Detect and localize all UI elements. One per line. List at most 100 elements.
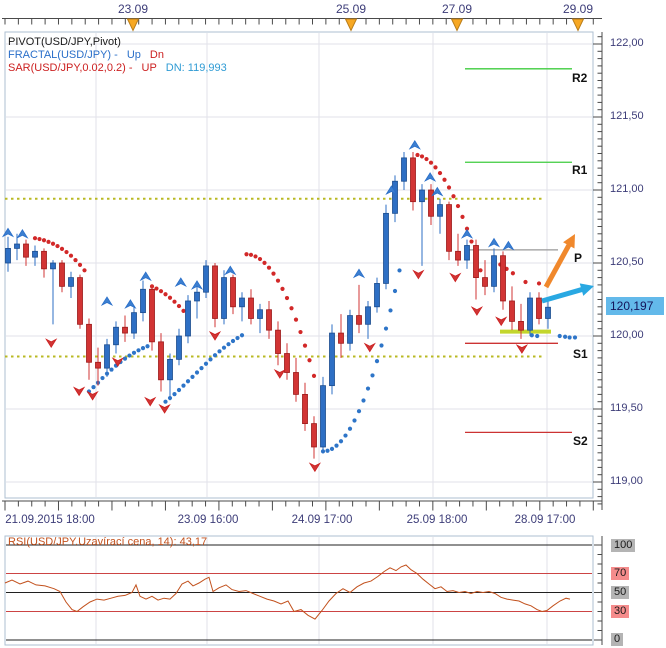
sar-dot bbox=[140, 346, 146, 351]
sar-dot bbox=[176, 303, 182, 309]
legend-sar-dn: DN: 119,993 bbox=[165, 62, 227, 74]
sar-dot bbox=[563, 334, 568, 339]
candle-body bbox=[59, 262, 65, 287]
sar-dot bbox=[298, 329, 303, 335]
sar-dot bbox=[464, 226, 470, 231]
orange-up-arrow[interactable] bbox=[543, 242, 572, 289]
sar-dot bbox=[181, 383, 186, 388]
date-marker-icon bbox=[571, 18, 585, 32]
price-axis-label: 121,00 bbox=[610, 183, 644, 195]
pivot-label-r1: R1 bbox=[572, 163, 588, 177]
sar-dot bbox=[127, 353, 132, 358]
candle-body bbox=[446, 204, 452, 252]
fractal-up-icon bbox=[487, 237, 501, 248]
bottom-axis-time: 21.09.2015 18:00 bbox=[5, 514, 95, 526]
orange-up-arrow-head[interactable] bbox=[563, 234, 575, 249]
sar-dot bbox=[567, 335, 572, 340]
sar-dot bbox=[185, 379, 191, 384]
candle-body bbox=[401, 157, 407, 182]
sar-dot bbox=[271, 271, 276, 276]
price-axis-label: 121,50 bbox=[610, 110, 644, 122]
sar-dot bbox=[379, 343, 384, 348]
candle-body bbox=[284, 353, 290, 373]
candle-body bbox=[140, 288, 146, 314]
sar-dot bbox=[82, 268, 87, 273]
bottom-axis-time: 24.09 17:00 bbox=[291, 514, 353, 526]
blue-right-arrow-head[interactable] bbox=[579, 283, 594, 296]
legend-sar-up: UP bbox=[141, 62, 157, 74]
sar-dot bbox=[194, 370, 200, 375]
candle-body bbox=[293, 372, 299, 395]
candle-body bbox=[464, 245, 470, 261]
sar-dot bbox=[266, 265, 272, 270]
sar-dot bbox=[437, 170, 443, 176]
fractal-down-icon bbox=[73, 386, 86, 397]
sar-dot bbox=[557, 333, 562, 339]
sar-dot bbox=[212, 353, 218, 358]
sar-dot bbox=[392, 288, 398, 294]
sar-dot bbox=[370, 373, 375, 378]
sar-dot bbox=[365, 386, 371, 391]
date-marker-icon bbox=[126, 18, 140, 32]
sar-dot bbox=[41, 238, 47, 243]
sar-dot bbox=[37, 236, 42, 242]
fractal-up-icon bbox=[460, 229, 474, 239]
sar-dot bbox=[244, 252, 249, 257]
rsi-plot-area[interactable] bbox=[4, 535, 594, 646]
rsi-axis-label-70: 70 bbox=[611, 567, 630, 580]
sar-dot bbox=[221, 345, 227, 350]
sar-dot bbox=[46, 239, 51, 244]
blue-right-arrow[interactable] bbox=[541, 286, 585, 304]
fractal-down-icon bbox=[412, 269, 425, 280]
sar-dot bbox=[343, 433, 348, 438]
sar-dot bbox=[388, 308, 393, 313]
fractal-up-icon bbox=[352, 268, 366, 279]
sar-dot bbox=[217, 349, 222, 354]
sar-dot bbox=[50, 241, 56, 246]
candle-body bbox=[311, 423, 317, 448]
sar-dot bbox=[181, 308, 186, 313]
top-axis-date: 23.09 bbox=[117, 2, 149, 16]
candle-body bbox=[320, 385, 326, 448]
fractal-up-icon bbox=[124, 299, 137, 309]
fractal-up-icon bbox=[139, 271, 152, 282]
candle-body bbox=[302, 393, 308, 424]
current-price-tag: 120,197 bbox=[606, 297, 664, 315]
sar-dot bbox=[338, 439, 344, 444]
sar-dot bbox=[77, 262, 83, 267]
candle-body bbox=[41, 250, 47, 270]
rsi-curve bbox=[4, 564, 571, 620]
candle-body bbox=[68, 277, 74, 287]
sar-dot bbox=[32, 236, 38, 241]
fractal-down-icon bbox=[495, 316, 508, 327]
candle-body bbox=[50, 262, 56, 270]
price-axis-label: 122,00 bbox=[610, 37, 644, 49]
candle-body bbox=[5, 247, 11, 264]
candle-body bbox=[536, 297, 542, 319]
sar-dot bbox=[68, 253, 74, 258]
candle-body bbox=[158, 341, 164, 381]
candle-body bbox=[356, 315, 362, 325]
sar-dot bbox=[478, 268, 483, 273]
sar-dot bbox=[64, 249, 69, 255]
candle-body bbox=[104, 344, 110, 369]
fractal-up-icon bbox=[385, 185, 398, 195]
sar-dot bbox=[203, 361, 209, 366]
sar-dot bbox=[55, 243, 60, 249]
sar-dot bbox=[293, 317, 299, 322]
fractal-down-icon bbox=[86, 390, 99, 401]
sar-dot bbox=[442, 177, 447, 182]
sar-dot bbox=[428, 160, 434, 165]
sar-dot bbox=[91, 385, 96, 390]
legend-fractal-line: FRACTAL(USD/JPY) - Up Dn bbox=[8, 49, 227, 62]
sar-dot bbox=[248, 252, 254, 257]
fractal-down-icon bbox=[144, 396, 157, 407]
sar-dot bbox=[109, 367, 114, 372]
sar-dot bbox=[374, 359, 380, 364]
candle-body bbox=[491, 255, 497, 287]
fractal-down-icon bbox=[363, 342, 376, 353]
candle-body bbox=[365, 306, 371, 325]
candle-body bbox=[86, 323, 92, 363]
sar-dot bbox=[154, 286, 159, 291]
